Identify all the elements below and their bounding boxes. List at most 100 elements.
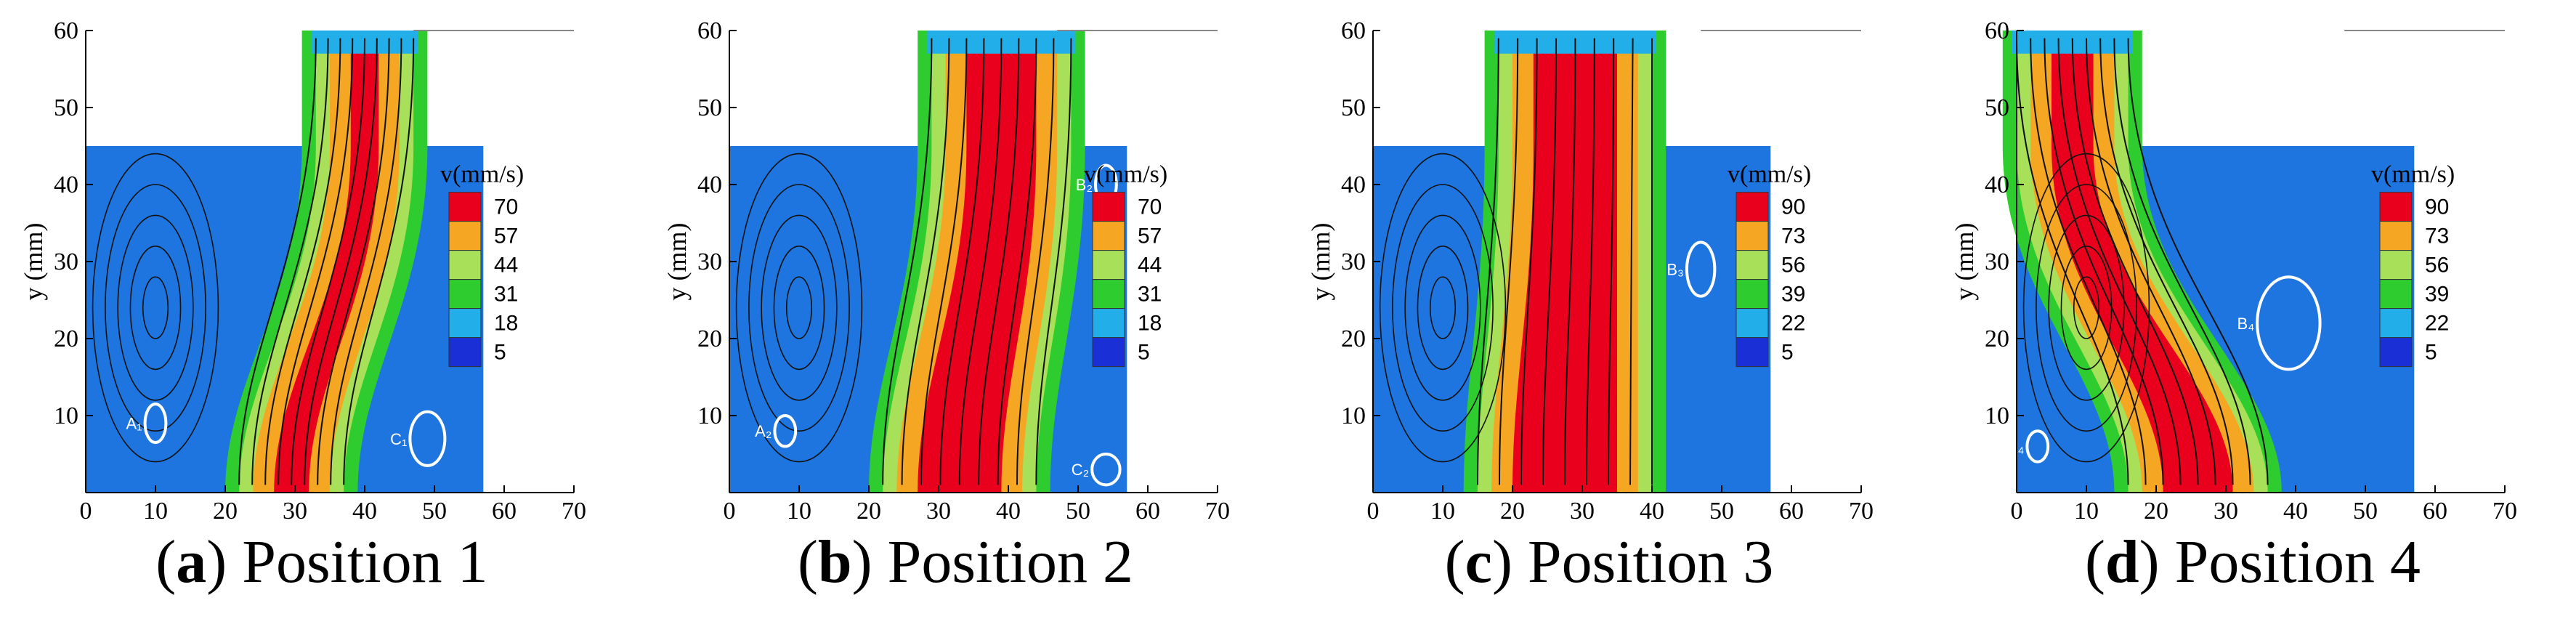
colorbar-level-label: 39 [1781, 283, 1805, 307]
vortex-label: B₄ [2237, 315, 2255, 333]
streamline-loop [761, 214, 838, 401]
colorbar-swatch [1735, 337, 1769, 368]
streamline [2127, 38, 2269, 485]
vortex-marker [408, 410, 447, 467]
y-tick-label: 30 [697, 248, 722, 275]
vortex-marker [143, 402, 168, 445]
colorbar-swatch [448, 250, 482, 280]
colorbar-level-label: 5 [1138, 341, 1150, 365]
vortex-label: B₂ [1076, 176, 1093, 194]
x-tick-label: 50 [422, 498, 447, 523]
jet-core [2052, 31, 2233, 493]
y-tick-label: 10 [1985, 402, 2009, 429]
jet-core [1512, 31, 1617, 493]
x-tick-label: 60 [1779, 498, 1804, 523]
colorbar-swatch [2379, 221, 2413, 251]
y-axis-label: y (mm) [1306, 223, 1335, 301]
streamline [2057, 38, 2182, 485]
streamline [997, 38, 1037, 485]
x-tick-label: 0 [1367, 498, 1380, 523]
y-tick-label: 40 [1985, 171, 2009, 198]
colorbar-title: v(mm/s) [2371, 161, 2455, 188]
streamline [317, 38, 390, 485]
colorbar-level-label: 57 [1138, 224, 1162, 248]
streamline [978, 38, 1020, 485]
streamline [343, 38, 415, 485]
x-tick-label: 40 [996, 498, 1021, 523]
colorbar-swatch [448, 337, 482, 368]
x-tick-label: 10 [787, 498, 811, 523]
x-tick-label: 20 [1500, 498, 1525, 523]
vortex-marker [2256, 275, 2322, 371]
colorbar-level-label: 18 [494, 312, 518, 336]
vortex-label: A₄ [2007, 437, 2025, 456]
streamline [1564, 38, 1576, 485]
colorbar-level-label: 5 [494, 341, 506, 365]
streamline [278, 38, 354, 485]
streamline-loop [1392, 184, 1494, 432]
jet-core [918, 31, 1037, 493]
colorbar-swatch [2379, 308, 2413, 339]
streamline [939, 38, 985, 485]
streamline-loop [1429, 276, 1457, 339]
streamline [264, 38, 341, 485]
x-tick-label: 50 [1709, 498, 1734, 523]
x-tick-label: 30 [2214, 498, 2238, 523]
streamline-loop [2073, 276, 2100, 339]
colorbar-swatch [448, 308, 482, 339]
colorbar-swatch [1735, 308, 1769, 339]
jet-core [274, 31, 379, 493]
streamline [330, 38, 402, 485]
panel-d: A₄B₄010203040506070102030405060x (mm)y (… [1931, 0, 2575, 619]
x-tick-label: 50 [1066, 498, 1090, 523]
streamline [2086, 38, 2216, 485]
x-tick-label: 60 [1135, 498, 1160, 523]
streamline-loop [92, 153, 219, 463]
y-tick-label: 20 [1341, 325, 1366, 352]
streamline [2099, 38, 2234, 485]
streamline [958, 38, 1003, 485]
vortex-marker [2025, 429, 2050, 464]
panel-c: B₃010203040506070102030405060x (mm)y (mm… [1287, 0, 1931, 619]
colorbar-level-label: 39 [2425, 283, 2449, 307]
streamline-loop [2060, 245, 2113, 371]
y-tick-label: 50 [1341, 94, 1366, 121]
x-tick-label: 40 [352, 498, 377, 523]
x-tick-label: 70 [562, 498, 586, 523]
streamline [882, 38, 933, 485]
x-tick-label: 0 [724, 498, 736, 523]
streamline [2016, 38, 2129, 485]
y-tick-label: 30 [54, 248, 78, 275]
streamline [2030, 38, 2147, 485]
colorbar-level-label: 44 [494, 254, 518, 278]
y-tick-label: 10 [697, 402, 722, 429]
y-tick-label: 20 [54, 325, 78, 352]
streamline-loop [1404, 214, 1481, 401]
y-tick-label: 60 [1341, 17, 1366, 44]
x-tick-label: 70 [2492, 498, 2517, 523]
colorbar-swatch [1735, 192, 1769, 222]
colorbar-level-label: 56 [1781, 254, 1805, 278]
colorbar-level-label: 44 [1138, 254, 1162, 278]
x-tick-label: 30 [926, 498, 951, 523]
caption-c: (c) Position 3 [1444, 528, 1774, 596]
y-tick-label: 20 [1985, 325, 2009, 352]
caption-b: (b) Position 2 [797, 528, 1134, 596]
streamline [1608, 38, 1615, 485]
streamline-loop [735, 153, 863, 463]
streamline-loop [2036, 184, 2137, 432]
contour-plot-d: A₄B₄010203040506070102030405060x (mm)y (… [1950, 17, 2517, 523]
streamline [1499, 38, 1519, 485]
streamline [2044, 38, 2164, 485]
streamline [1016, 38, 1055, 485]
colorbar-swatch [448, 279, 482, 310]
x-tick-label: 0 [2011, 498, 2023, 523]
colorbar-level-label: 22 [1781, 312, 1805, 336]
streamline-loop [1379, 153, 1507, 463]
caption-text: Position 1 [242, 528, 488, 596]
streamline [901, 38, 950, 485]
streamline [238, 38, 317, 485]
y-tick-label: 60 [1985, 17, 2009, 44]
streamline [920, 38, 968, 485]
y-tick-label: 30 [1341, 248, 1366, 275]
